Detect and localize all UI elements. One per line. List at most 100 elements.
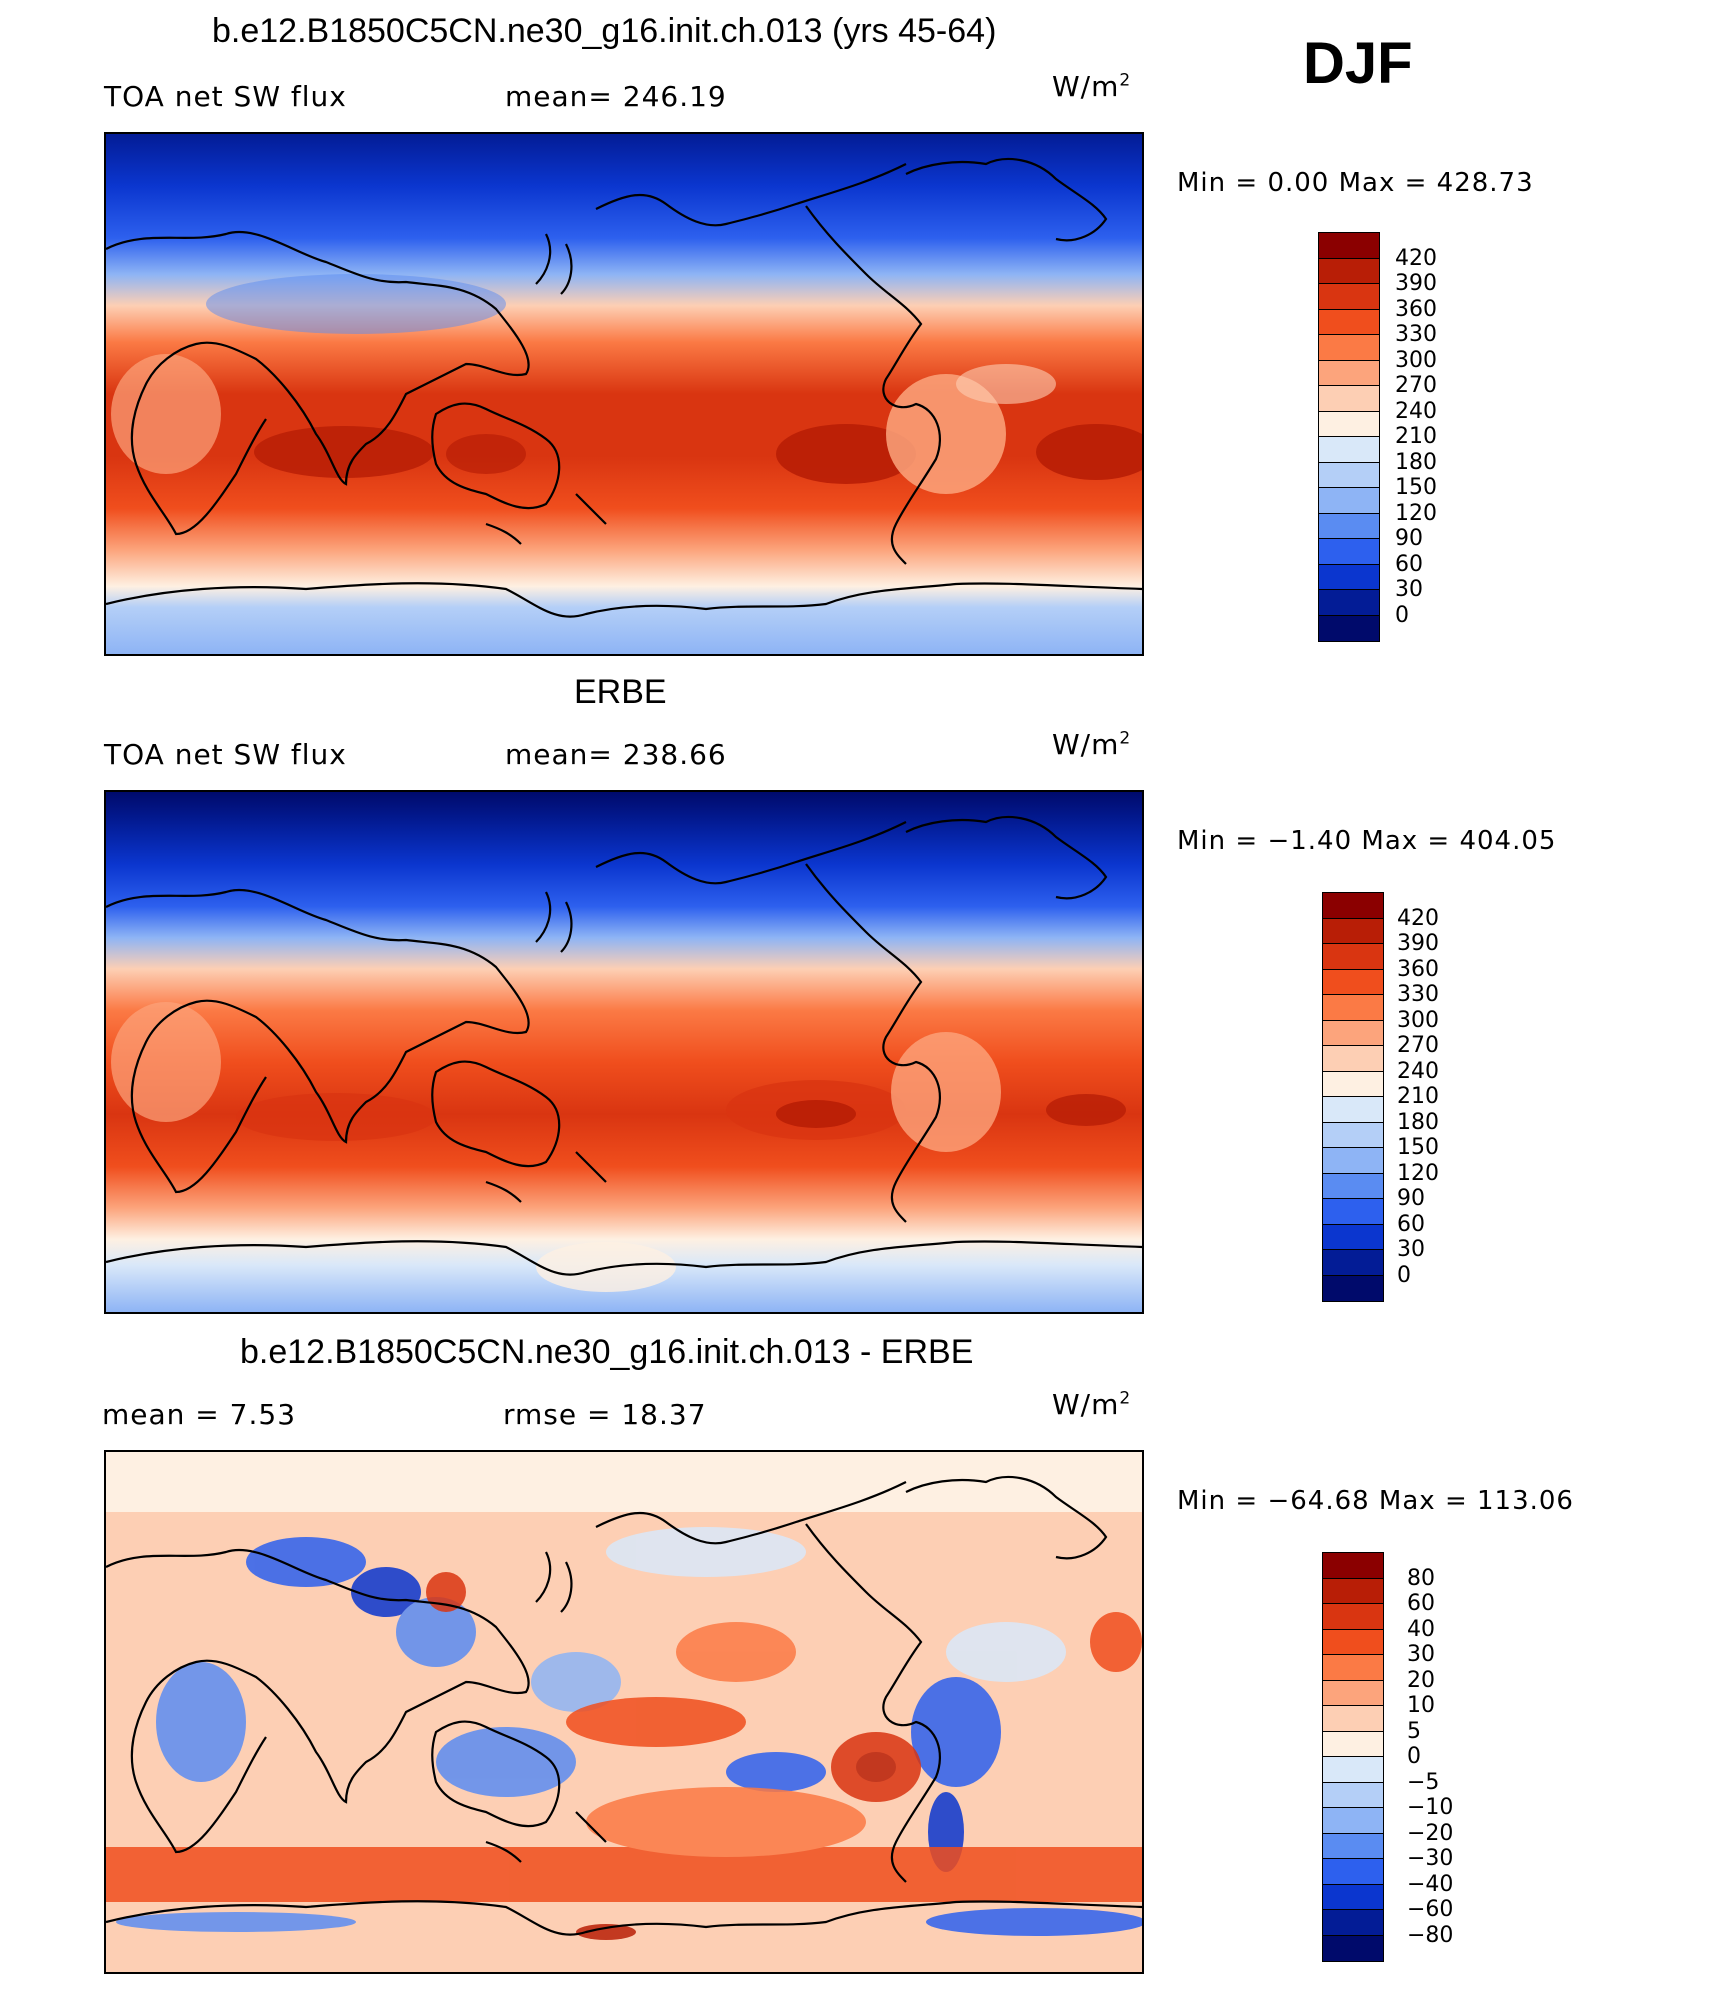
colorbar-swatch [1323,969,1383,995]
colorbar-tick-label: 10 [1407,1693,1435,1718]
panel1-mean-label: mean= 246.19 [505,80,727,113]
colorbar-swatch [1323,1833,1383,1859]
colorbar-tick-label: 150 [1397,1135,1439,1160]
colorbar-tick-label: 30 [1407,1642,1435,1667]
colorbar-tick-label: 60 [1395,551,1423,577]
colorbar-swatch [1319,284,1379,310]
colorbar-tick-label: 300 [1395,347,1437,373]
colorbar-swatch [1319,437,1379,463]
panel2-variable-label: TOA net SW flux [104,738,347,771]
colorbar-swatch [1319,386,1379,412]
colorbar-swatch [1323,1224,1383,1250]
colorbar-swatch [1323,1655,1383,1681]
colorbar-swatch [1319,590,1379,616]
colorbar-swatch [1319,335,1379,361]
colorbar-swatch [1323,944,1383,970]
panel3-mean-label: mean = 7.53 [102,1398,297,1431]
colorbar-tick-label: 420 [1395,245,1437,271]
colorbar-tick-label: 90 [1395,526,1423,551]
panel3-field [106,1452,1142,1972]
colorbar-tick-label: 30 [1397,1237,1425,1262]
panel1-colorbar [1318,232,1380,642]
panel1-variable-label: TOA net SW flux [104,80,347,113]
panel2-colorbar [1322,892,1384,1302]
colorbar-tick-label: 240 [1395,398,1437,424]
colorbar-swatch [1323,1578,1383,1604]
colorbar-tick-label: 90 [1397,1186,1425,1211]
panel2-minmax: Min = −1.40 Max = 404.05 [1177,826,1557,856]
colorbar-tick-label: 20 [1407,1667,1435,1693]
colorbar-swatch [1323,1604,1383,1630]
colorbar-swatch [1323,1250,1383,1276]
season-label: DJF [1303,31,1413,96]
panel1-units: W/m2 [1052,70,1132,103]
panel2-units: W/m2 [1052,728,1132,761]
panel3-minmax: Min = −64.68 Max = 113.06 [1177,1486,1574,1516]
colorbar-swatch [1323,1071,1383,1097]
colorbar-swatch [1323,1757,1383,1783]
colorbar-swatch [1323,1680,1383,1706]
colorbar-swatch [1319,564,1379,590]
colorbar-tick-label: 0 [1395,602,1409,628]
colorbar-tick-label: 30 [1395,577,1423,602]
colorbar-tick-label: 180 [1397,1109,1439,1135]
colorbar-tick-label: 5 [1407,1718,1421,1744]
colorbar-tick-label: 240 [1397,1058,1439,1084]
colorbar-swatch [1323,1629,1383,1655]
colorbar-swatch [1323,1275,1383,1301]
colorbar-tick-label: 150 [1395,475,1437,500]
colorbar-swatch [1323,893,1383,919]
colorbar-tick-label: 80 [1407,1565,1435,1591]
colorbar-tick-label: −60 [1407,1897,1454,1922]
colorbar-tick-label: 330 [1395,322,1437,347]
panel2-field [106,792,1142,1312]
colorbar-swatch [1323,918,1383,944]
panel2-coastlines [106,815,1142,1276]
panel2-mean-label: mean= 238.66 [505,738,727,771]
colorbar-swatch [1319,615,1379,641]
colorbar-swatch [1319,360,1379,386]
colorbar-tick-label: 60 [1407,1591,1435,1616]
panel3-rmse-label: rmse = 18.37 [503,1398,707,1431]
colorbar-tick-label: 120 [1397,1160,1439,1186]
colorbar-tick-label: 420 [1397,905,1439,931]
colorbar-tick-label: 360 [1397,956,1439,982]
colorbar-swatch [1323,1148,1383,1174]
colorbar-swatch [1323,1782,1383,1808]
colorbar-tick-label: 270 [1395,373,1437,398]
colorbar-swatch [1319,462,1379,488]
colorbar-swatch [1323,1553,1383,1579]
colorbar-tick-label: −20 [1407,1820,1454,1846]
colorbar-swatch [1319,309,1379,335]
colorbar-tick-label: 210 [1395,424,1437,449]
colorbar-tick-label: −80 [1407,1922,1454,1948]
panel2-map [104,790,1144,1314]
colorbar-tick-label: 360 [1395,296,1437,322]
colorbar-swatch [1323,1731,1383,1757]
colorbar-tick-label: 0 [1397,1262,1411,1288]
colorbar-swatch [1319,513,1379,539]
panel3-colorbar [1322,1552,1384,1962]
colorbar-swatch [1323,1706,1383,1732]
colorbar-tick-label: 40 [1407,1616,1435,1642]
panel1-field [106,134,1142,654]
panel1-title: b.e12.B1850C5CN.ne30_g16.init.ch.013 (yr… [212,12,997,50]
colorbar-swatch [1323,995,1383,1021]
colorbar-tick-label: 390 [1397,931,1439,956]
colorbar-tick-label: 0 [1407,1744,1421,1769]
colorbar-swatch [1323,1097,1383,1123]
panel1-minmax: Min = 0.00 Max = 428.73 [1177,168,1534,198]
colorbar-tick-label: 270 [1397,1033,1439,1058]
colorbar-swatch [1323,1808,1383,1834]
colorbar-swatch [1319,539,1379,565]
panel1-map [104,132,1144,656]
panel3-units: W/m2 [1052,1388,1132,1421]
colorbar-swatch [1323,1199,1383,1225]
panel1-coastlines [106,157,1142,618]
colorbar-tick-label: −30 [1407,1846,1454,1871]
colorbar-tick-label: 330 [1397,982,1439,1007]
colorbar-swatch [1323,1173,1383,1199]
colorbar-tick-label: 180 [1395,449,1437,475]
colorbar-tick-label: −10 [1407,1795,1454,1820]
colorbar-tick-label: 300 [1397,1007,1439,1033]
